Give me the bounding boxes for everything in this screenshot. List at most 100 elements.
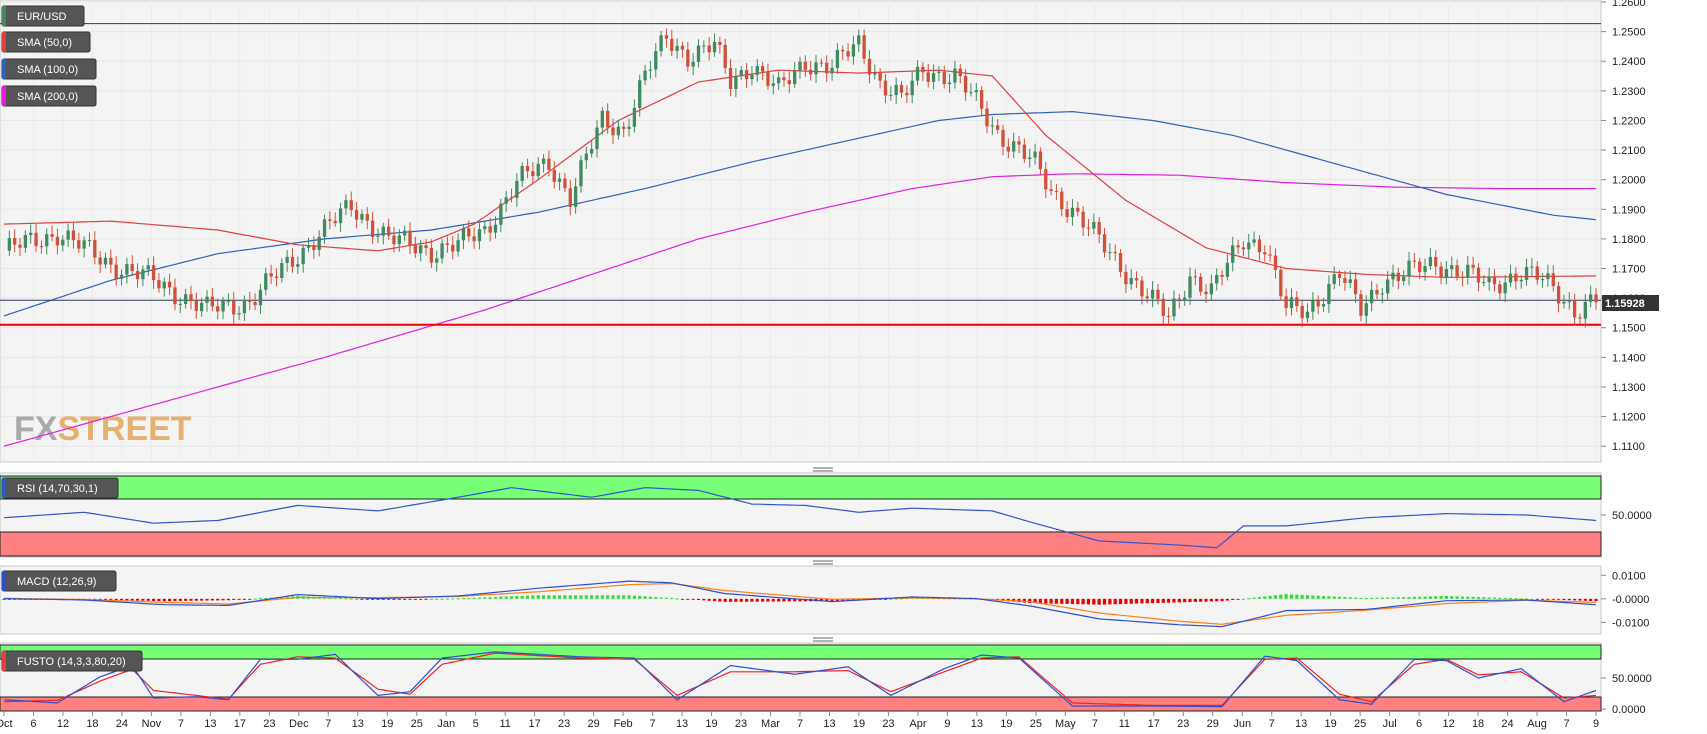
candle-body — [376, 235, 380, 237]
macd-histogram — [2, 594, 1598, 605]
macd-hist-bar — [1113, 598, 1117, 605]
candle-body — [1567, 301, 1571, 303]
macd-hist-bar — [1455, 596, 1459, 599]
candle-body — [1487, 276, 1491, 283]
candle-body — [1551, 273, 1555, 287]
fusto-panel: 50.0000 0.0000 FUSTO (14,3,3,80,20) — [0, 642, 1652, 716]
macd-hist-bar — [1193, 598, 1197, 602]
macd-hist-bar — [1150, 598, 1155, 604]
macd-hist-bar — [232, 598, 236, 600]
candle-body — [253, 301, 257, 306]
candle-body — [467, 228, 471, 237]
macd-hist-bar — [616, 595, 620, 599]
macd-hist-bar — [1589, 598, 1593, 601]
candle-body — [846, 51, 850, 57]
candle-body — [146, 265, 150, 270]
panel-resize-handle-1[interactable] — [813, 467, 833, 472]
x-tick-label: Jul — [1383, 718, 1397, 730]
price-tick-label: 1.2300 — [1612, 86, 1646, 98]
candle-body — [1247, 242, 1251, 250]
macd-hist-bar — [387, 598, 391, 600]
macd-hist-bar — [237, 598, 241, 600]
macd-hist-bar — [846, 598, 850, 601]
x-tick-label: 7 — [1563, 718, 1569, 730]
candle-body — [183, 294, 188, 304]
macd-hist-bar — [1407, 596, 1411, 599]
legend-symbol[interactable]: EUR/USD — [1, 5, 85, 27]
sma100-line — [3, 110, 1597, 317]
legend-fusto[interactable]: FUSTO (14,3,3,80,20) — [1, 650, 143, 672]
candle-body — [221, 300, 225, 312]
candle-body — [1199, 276, 1203, 292]
x-tick-label: 19 — [381, 718, 393, 730]
x-tick-label: 9 — [1593, 718, 1599, 730]
candle-body — [739, 70, 743, 76]
macd-hist-bar — [1321, 595, 1326, 599]
candle-body — [456, 240, 460, 252]
macd-tick-label: -0.0100 — [1612, 617, 1649, 629]
macd-hist-bar — [728, 598, 733, 602]
candle-body — [798, 61, 802, 71]
macd-hist-bar — [1167, 598, 1171, 603]
macd-hist-bar — [1551, 598, 1555, 600]
legend-sma200[interactable]: SMA (200,0) — [1, 85, 97, 107]
candle-body — [1353, 279, 1358, 295]
macd-hist-bar — [429, 598, 433, 600]
x-tick-label: 13 — [204, 718, 216, 730]
candle-body — [264, 273, 268, 290]
legend-sma100[interactable]: SMA (100,0) — [1, 58, 97, 80]
candle-body — [1022, 144, 1027, 160]
legend-macd[interactable]: MACD (12,26,9) — [1, 570, 117, 592]
legend-sma50[interactable]: SMA (50,0) — [1, 31, 91, 53]
candle-body — [1337, 274, 1342, 279]
macd-hist-bar — [456, 598, 460, 600]
macd-hist-bar — [1268, 595, 1272, 599]
candle-body — [723, 44, 727, 69]
candle-body — [541, 158, 546, 164]
candle-body — [1439, 266, 1443, 278]
macd-hist-bar — [563, 595, 567, 599]
macd-hist-bar — [1316, 595, 1320, 599]
legend-rsi[interactable]: RSI (14,70,30,1) — [1, 477, 119, 499]
macd-hist-bar — [771, 598, 775, 602]
candle-body — [958, 68, 962, 77]
macd-hist-bar — [1156, 598, 1160, 603]
macd-hist-bar — [1578, 598, 1582, 601]
macd-hist-bar — [1289, 594, 1294, 599]
macd-hist-bar — [445, 598, 450, 600]
candle-body — [1391, 272, 1395, 280]
candle-body — [392, 235, 396, 245]
candle-body — [317, 236, 321, 250]
macd-hist-bar — [1236, 598, 1240, 600]
macd-hist-bar — [787, 598, 791, 602]
candle-body — [1108, 252, 1112, 254]
candle-body — [1594, 294, 1598, 303]
x-tick-label: 19 — [1325, 718, 1337, 730]
macd-hist-bar — [354, 598, 359, 600]
panel-resize-handle-3[interactable] — [813, 637, 833, 642]
macd-hist-bar — [606, 595, 610, 599]
candle-body — [1225, 262, 1230, 277]
candle-body — [1150, 289, 1155, 299]
x-tick-label: 25 — [411, 718, 423, 730]
macd-hist-bar — [424, 598, 428, 600]
candle-body — [1145, 296, 1149, 299]
macd-hist-bar — [477, 597, 482, 599]
macd-hist-bar — [328, 597, 332, 599]
x-tick-label: 12 — [57, 718, 69, 730]
macd-hist-bar — [1311, 595, 1315, 599]
macd-hist-bar — [7, 598, 11, 600]
legend-symbol-label: EUR/USD — [17, 11, 67, 23]
candle-body — [771, 83, 775, 86]
candle-body — [1407, 260, 1411, 277]
macd-hist-bar — [536, 595, 540, 599]
rsi-line — [3, 487, 1597, 549]
macd-hist-bar — [841, 598, 845, 601]
candle-body — [424, 245, 428, 248]
panel-resize-handle-2[interactable] — [813, 560, 833, 565]
macd-hist-bar — [216, 598, 220, 601]
macd-hist-bar — [1337, 596, 1342, 599]
candle-body — [1017, 141, 1021, 145]
macd-hist-bar — [899, 598, 904, 600]
macd-hist-bar — [1402, 597, 1406, 599]
